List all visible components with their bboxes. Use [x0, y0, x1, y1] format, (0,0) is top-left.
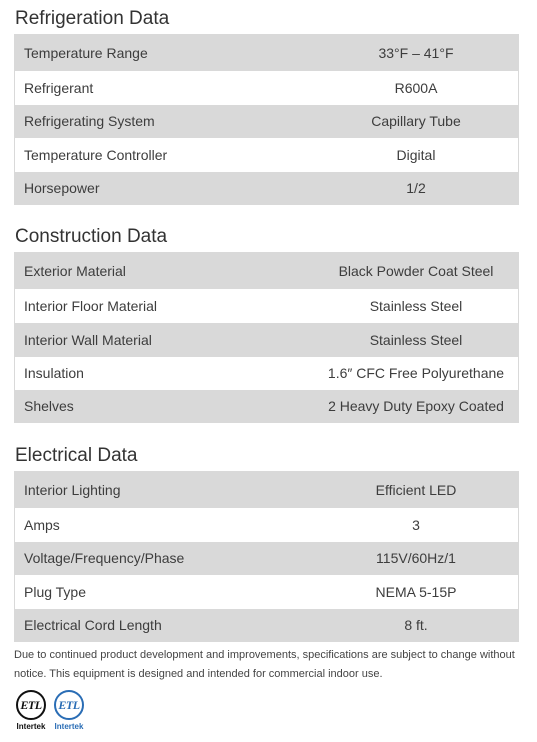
table-row: Amps 3: [14, 507, 519, 542]
cert-name: Intertek: [16, 722, 46, 731]
table-row: Interior Wall Material Stainless Steel: [14, 322, 519, 357]
row-value: Stainless Steel: [263, 288, 519, 323]
row-value: 3: [263, 507, 519, 542]
row-label: Shelves: [14, 389, 263, 423]
etl-listed-icon: ETL Intertek: [14, 690, 48, 734]
row-value: Digital: [263, 137, 519, 172]
row-value: R600A: [263, 70, 519, 105]
row-value: Capillary Tube: [263, 104, 519, 138]
row-label: Refrigerant: [14, 70, 263, 105]
section-title: Electrical Data: [15, 445, 138, 466]
row-label: Temperature Controller: [14, 137, 263, 172]
section-title: Construction Data: [15, 226, 168, 247]
table-row: Voltage/Frequency/Phase 115V/60Hz/1: [14, 541, 519, 575]
row-label: Exterior Material: [14, 252, 263, 289]
row-value: 2 Heavy Duty Epoxy Coated: [263, 389, 519, 423]
table-row: Refrigerant R600A: [14, 70, 519, 105]
table-row: Shelves 2 Heavy Duty Epoxy Coated: [14, 389, 519, 423]
row-label: Interior Lighting: [14, 471, 263, 508]
row-value: 1/2: [263, 171, 519, 205]
row-value: Stainless Steel: [263, 322, 519, 357]
table-row: Temperature Range 33°F – 41°F: [14, 34, 519, 71]
refrigeration-section: Refrigeration Data Temperature Range 33°…: [14, 4, 519, 205]
table-row: Interior Floor Material Stainless Steel: [14, 288, 519, 323]
row-value: 1.6″ CFC Free Polyurethane: [263, 356, 519, 390]
disclaimer-note: Due to continued product development and…: [14, 649, 515, 680]
table-row: Plug Type NEMA 5-15P: [14, 574, 519, 609]
cert-name: Intertek: [54, 722, 84, 731]
row-label: Interior Floor Material: [14, 288, 263, 323]
electrical-section: Electrical Data Interior Lighting Effici…: [14, 441, 519, 642]
construction-table: Exterior Material Black Powder Coat Stee…: [14, 252, 519, 423]
section-title: Refrigeration Data: [15, 8, 170, 29]
row-value: 8 ft.: [263, 608, 519, 642]
row-label: Horsepower: [14, 171, 263, 205]
etl-seal: ETL: [16, 690, 46, 720]
row-value: Black Powder Coat Steel: [263, 252, 519, 289]
row-value: NEMA 5-15P: [263, 574, 519, 609]
row-label: Temperature Range: [14, 34, 263, 71]
refrigeration-table: Temperature Range 33°F – 41°F Refrigeran…: [14, 34, 519, 205]
electrical-table: Interior Lighting Efficient LED Amps 3 V…: [14, 471, 519, 642]
table-row: Temperature Controller Digital: [14, 137, 519, 172]
construction-section: Construction Data Exterior Material Blac…: [14, 222, 519, 423]
row-label: Amps: [14, 507, 263, 542]
table-row: Interior Lighting Efficient LED: [14, 471, 519, 508]
etl-seal: ETL: [54, 690, 84, 720]
row-label: Refrigerating System: [14, 104, 263, 138]
row-label: Insulation: [14, 356, 263, 390]
table-row: Horsepower 1/2: [14, 171, 519, 205]
row-label: Voltage/Frequency/Phase: [14, 541, 263, 575]
table-row: Exterior Material Black Powder Coat Stee…: [14, 252, 519, 289]
table-row: Insulation 1.6″ CFC Free Polyurethane: [14, 356, 519, 390]
row-label: Interior Wall Material: [14, 322, 263, 357]
row-label: Electrical Cord Length: [14, 608, 263, 642]
etl-sanitation-icon: ETL Intertek: [52, 690, 86, 734]
row-value: Efficient LED: [263, 471, 519, 508]
row-label: Plug Type: [14, 574, 263, 609]
table-row: Refrigerating System Capillary Tube: [14, 104, 519, 138]
table-row: Electrical Cord Length 8 ft.: [14, 608, 519, 642]
row-value: 33°F – 41°F: [263, 34, 519, 71]
row-value: 115V/60Hz/1: [263, 541, 519, 575]
